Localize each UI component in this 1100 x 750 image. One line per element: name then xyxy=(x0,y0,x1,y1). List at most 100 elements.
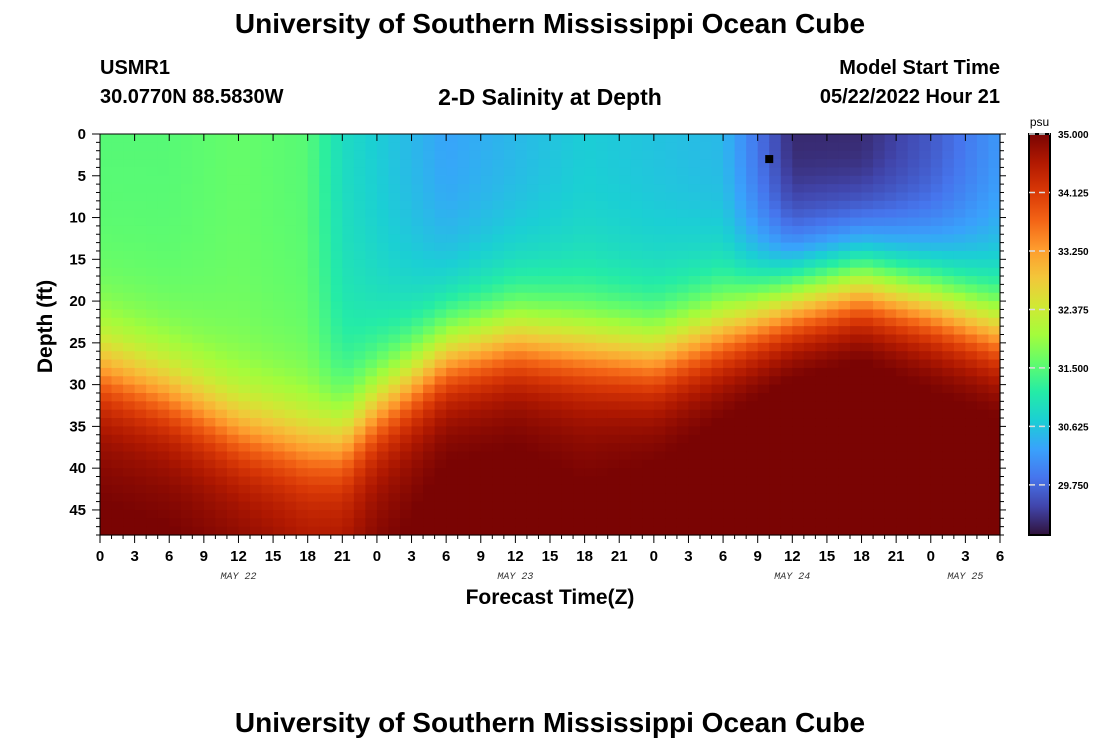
heatmap-cell xyxy=(942,150,955,160)
heatmap-cell xyxy=(492,192,505,202)
heatmap-cell xyxy=(250,468,263,478)
heatmap-cell xyxy=(169,409,182,419)
heatmap-cell xyxy=(746,443,759,453)
heatmap-cell xyxy=(526,418,540,427)
heatmap-cell xyxy=(538,276,551,285)
heatmap-cell xyxy=(826,401,840,411)
heatmap-cell xyxy=(307,376,320,386)
heatmap-cell xyxy=(723,134,736,143)
heatmap-cell xyxy=(953,418,966,427)
heatmap-cell xyxy=(803,284,816,294)
heatmap-cell xyxy=(930,276,943,285)
heatmap-cell xyxy=(353,426,366,436)
heatmap-cell xyxy=(226,359,240,369)
heatmap-cell xyxy=(215,142,228,152)
heatmap-cell xyxy=(480,209,493,219)
heatmap-cell xyxy=(273,326,286,336)
heatmap-cell xyxy=(988,384,1001,394)
heatmap-cell xyxy=(896,518,909,528)
heatmap-cell xyxy=(203,225,216,235)
heatmap-cell xyxy=(734,401,747,411)
heatmap-cell xyxy=(803,359,816,369)
heatmap-cell xyxy=(803,484,816,494)
heatmap-cell xyxy=(619,142,632,152)
heatmap-cell xyxy=(157,401,170,411)
heatmap-cell xyxy=(446,518,459,528)
heatmap-cell xyxy=(965,367,978,377)
heatmap-cell xyxy=(250,484,263,494)
heatmap-cell xyxy=(400,200,413,210)
heatmap-cell xyxy=(434,326,447,336)
heatmap-cell xyxy=(769,451,782,461)
heatmap-cell xyxy=(826,351,840,361)
heatmap-cell xyxy=(584,501,597,511)
heatmap-cell xyxy=(469,276,482,285)
heatmap-cell xyxy=(988,468,1001,478)
heatmap-cell xyxy=(723,326,736,336)
heatmap-cell xyxy=(526,167,540,177)
heatmap-cell xyxy=(526,234,540,244)
heatmap-cell xyxy=(226,209,240,219)
heatmap-cell xyxy=(942,392,955,402)
heatmap-cell xyxy=(965,392,978,402)
heatmap-cell xyxy=(284,476,297,486)
heatmap-cell xyxy=(607,242,620,252)
heatmap-cell xyxy=(757,409,770,419)
heatmap-cell xyxy=(792,342,805,352)
heatmap-cell xyxy=(619,175,632,185)
heatmap-cell xyxy=(688,392,701,402)
heatmap-cell xyxy=(734,284,747,294)
heatmap-cell xyxy=(965,526,978,536)
heatmap-cell xyxy=(538,225,551,235)
heatmap-cell xyxy=(965,175,978,185)
heatmap-cell xyxy=(550,242,563,252)
heatmap-cell xyxy=(907,200,920,210)
heatmap-cell xyxy=(596,242,609,252)
heatmap-cell xyxy=(861,376,874,386)
heatmap-cell xyxy=(123,351,136,361)
heatmap-cell xyxy=(457,284,470,294)
heatmap-cell xyxy=(376,301,390,311)
heatmap-cell xyxy=(215,526,228,536)
heatmap-cell xyxy=(215,259,228,269)
heatmap-cell xyxy=(319,376,332,386)
heatmap-cell xyxy=(538,342,551,352)
heatmap-cell xyxy=(619,292,632,302)
heatmap-cell xyxy=(919,234,932,244)
heatmap-cell xyxy=(492,234,505,244)
heatmap-cell xyxy=(411,418,424,427)
heatmap-cell xyxy=(757,317,770,327)
heatmap-cell xyxy=(676,217,690,227)
heatmap-cell xyxy=(146,284,159,294)
heatmap-cell xyxy=(123,426,136,436)
heatmap-cell xyxy=(942,334,955,344)
heatmap-cell xyxy=(123,317,136,327)
heatmap-cell xyxy=(884,384,897,394)
heatmap-cell xyxy=(157,468,170,478)
heatmap-cell xyxy=(469,468,482,478)
heatmap-cell xyxy=(307,284,320,294)
heatmap-cell xyxy=(873,200,886,210)
heatmap-cell xyxy=(250,284,263,294)
heatmap-cell xyxy=(930,259,943,269)
heatmap-cell xyxy=(273,334,286,344)
heatmap-cell xyxy=(988,418,1001,427)
heatmap-cell xyxy=(330,142,343,152)
heatmap-cell xyxy=(273,468,286,478)
heatmap-cell xyxy=(365,142,378,152)
heatmap-cell xyxy=(676,426,690,436)
heatmap-cell xyxy=(607,200,620,210)
heatmap-cell xyxy=(203,401,216,411)
heatmap-cell xyxy=(319,334,332,344)
heatmap-cell xyxy=(457,234,470,244)
heatmap-cell xyxy=(296,150,309,160)
heatmap-cell xyxy=(873,134,886,143)
heatmap-cell xyxy=(434,259,447,269)
heatmap-cell xyxy=(769,468,782,478)
heatmap-cell xyxy=(803,276,816,285)
heatmap-cell xyxy=(146,301,159,311)
heatmap-cell xyxy=(388,443,401,453)
heatmap-cell xyxy=(111,209,124,219)
heatmap-cell xyxy=(850,142,863,152)
heatmap-cell xyxy=(365,159,378,169)
